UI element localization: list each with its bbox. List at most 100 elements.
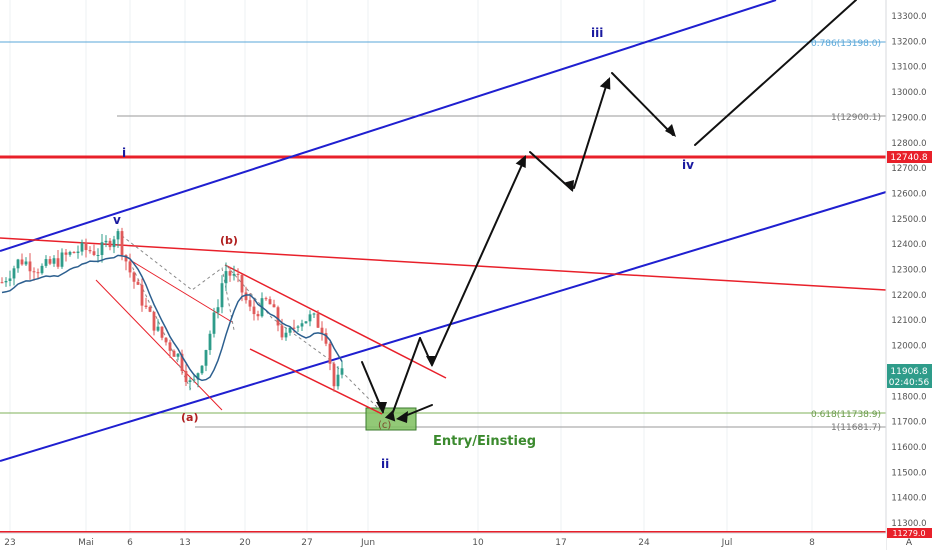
candle-body	[116, 231, 120, 240]
candle-body	[112, 239, 116, 248]
candle-body	[44, 259, 48, 266]
candle-body	[144, 305, 148, 307]
fib-label-1-lower: 1(11681.7)	[831, 423, 881, 433]
candle-body	[24, 261, 28, 265]
time-axis[interactable]: 23 Mai 6 13 20 27 Jun 10 17 24 Jul 8 A	[0, 532, 913, 550]
candle-body	[168, 342, 172, 351]
axis-mode-button[interactable]: A	[906, 538, 913, 548]
time-tick-label: 10	[472, 538, 484, 548]
bottom-price-text: 11279.0	[892, 529, 925, 538]
candle-body	[156, 326, 160, 331]
candle-body	[332, 363, 336, 387]
time-tick-label: 6	[127, 538, 133, 548]
time-tick-label: 17	[555, 538, 566, 548]
candle-body	[196, 373, 200, 380]
wave-label-iii: iii	[591, 26, 603, 40]
candle-body	[324, 333, 328, 344]
wave-label-i: i	[122, 146, 126, 160]
candle-body	[204, 350, 208, 366]
arrowhead-dip	[426, 356, 437, 367]
candle-body	[272, 304, 276, 308]
candle-body	[240, 274, 244, 293]
wave-label-b: (b)	[220, 234, 238, 247]
candle-body	[16, 259, 20, 269]
last-price-text: 11906.8	[890, 367, 927, 377]
price-tick-label: 13200.0	[891, 37, 926, 47]
channel-upper-line[interactable]	[0, 0, 777, 252]
price-tick-label: 12200.0	[891, 291, 926, 301]
candle-body	[256, 314, 260, 317]
price-tick-label: 11600.0	[891, 443, 926, 453]
candle-body	[92, 251, 96, 255]
red-trendline-long[interactable]	[0, 237, 887, 291]
entry-label: Entry/Einstieg	[433, 434, 536, 449]
channel-lower-line[interactable]	[0, 191, 887, 462]
wave-label-c: (c)	[378, 420, 391, 431]
price-tick-label: 12600.0	[891, 189, 926, 199]
candle-body	[160, 326, 164, 338]
candle-body	[128, 261, 132, 273]
candle-body	[252, 306, 256, 315]
candle-body	[172, 350, 176, 357]
candle-body	[312, 313, 316, 315]
candle-body	[200, 365, 204, 374]
candle-body	[328, 343, 332, 364]
fib-label-1-upper: 1(12900.1)	[831, 113, 881, 123]
candle-body	[12, 268, 16, 279]
red-falling-lower[interactable]	[95, 279, 223, 411]
time-tick-label: Mai	[78, 538, 94, 548]
candle-body	[300, 323, 304, 327]
price-tick-label: 12400.0	[891, 240, 926, 250]
arrowhead-ii	[384, 410, 396, 422]
candle-body	[72, 251, 76, 254]
candle-body	[268, 299, 272, 305]
price-tick-label: 12000.0	[891, 342, 926, 352]
candle-body	[212, 312, 216, 334]
price-tick-label: 12500.0	[891, 215, 926, 225]
time-tick-label: 23	[4, 538, 15, 548]
price-tick-label: 11700.0	[891, 418, 926, 428]
price-tick-labels: 13300.0 13200.0 13100.0 13000.0 12900.0 12800…	[891, 12, 926, 529]
arrowhead-up1	[515, 155, 526, 168]
price-tick-label: 11400.0	[891, 494, 926, 504]
candle-body	[280, 325, 284, 338]
moving-average-line	[1, 254, 343, 382]
candle-body	[20, 259, 24, 265]
arrowhead-dip3	[665, 124, 676, 137]
price-axis[interactable]: 13300.0 13200.0 13100.0 13000.0 12900.0 12800…	[885, 0, 932, 550]
projection-arrowheads	[376, 77, 676, 423]
time-tick-label: 27	[301, 538, 312, 548]
candle-body	[188, 380, 192, 382]
candle-body	[284, 332, 288, 338]
countdown-text: 02:40:56	[889, 378, 930, 388]
price-tick-label: 11500.0	[891, 468, 926, 478]
candle-body	[264, 298, 268, 300]
candle-body	[164, 337, 168, 343]
candle-body	[180, 353, 184, 372]
candle-body	[184, 371, 188, 382]
wave-label-iv: iv	[682, 158, 694, 172]
candles	[0, 227, 344, 392]
candle-body	[148, 306, 152, 312]
candle-body	[88, 250, 92, 252]
candle-body	[48, 259, 52, 264]
candle-body	[232, 273, 236, 276]
red-channel-lower[interactable]	[249, 348, 383, 415]
candle-body	[220, 283, 224, 308]
red-channel-upper[interactable]	[224, 264, 447, 379]
red-falling-upper[interactable]	[129, 259, 233, 323]
candle-body	[208, 333, 212, 351]
candle-body	[228, 271, 232, 276]
time-tick-label: Jul	[721, 538, 733, 548]
time-tick-label: 8	[809, 538, 815, 548]
wave-label-ii: ii	[381, 457, 389, 471]
candle-body	[32, 271, 36, 273]
candle-body	[8, 278, 12, 281]
wave-label-v: v	[113, 213, 121, 227]
arrowhead-entry	[396, 411, 408, 423]
time-tick-labels: 23 Mai 6 13 20 27 Jun 10 17 24 Jul 8	[4, 538, 815, 548]
candle-body	[296, 326, 300, 328]
candle-body	[288, 327, 292, 333]
